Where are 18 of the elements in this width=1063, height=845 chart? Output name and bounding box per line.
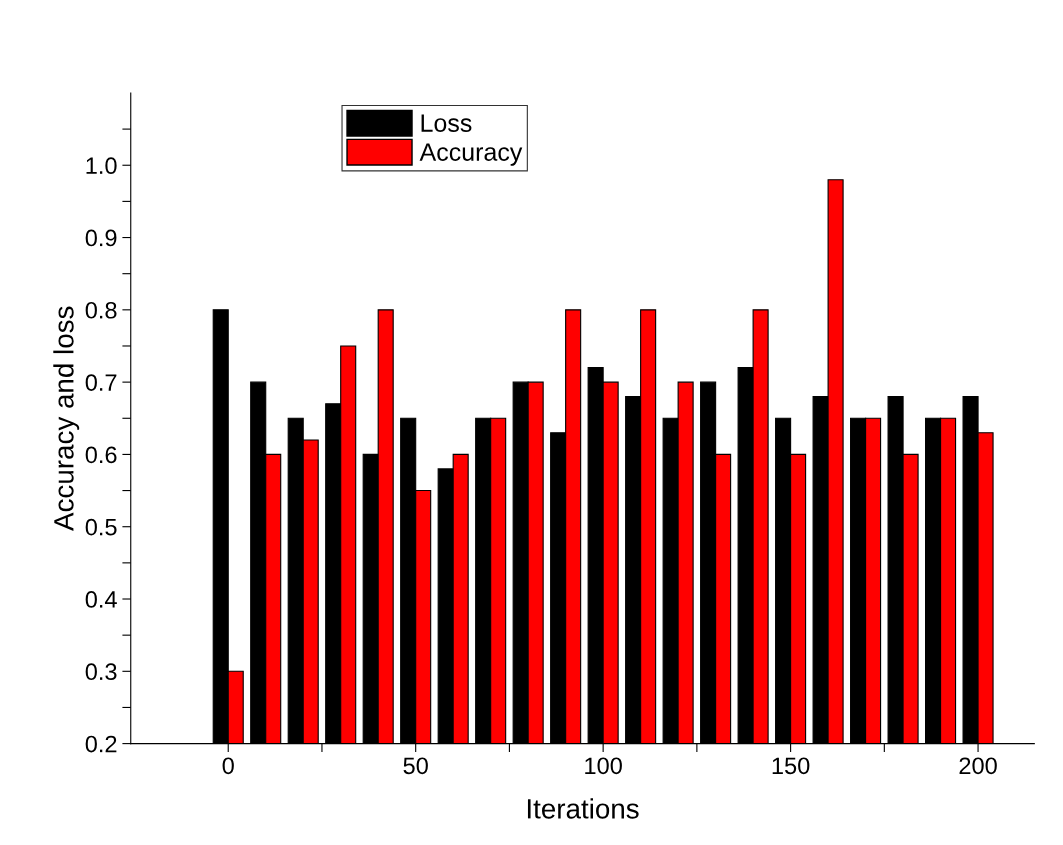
x-tick-label: 200	[959, 757, 997, 775]
y-tick-label: 0.2	[85, 735, 117, 753]
y-axis-title: Accuracy and loss	[53, 306, 80, 531]
x-tick-label: 0	[222, 757, 234, 775]
x-tick-label: 100	[585, 757, 622, 775]
y-tick-label: 0.3	[85, 663, 117, 681]
y-tick-label: 1.0	[86, 157, 117, 175]
y-tick-label: 0.8	[85, 301, 117, 319]
legend-label: Accuracy	[419, 143, 523, 166]
x-tick-label: 150	[772, 757, 810, 775]
y-tick-label: 0.9	[85, 229, 117, 247]
y-tick-label: 0.4	[85, 591, 117, 608]
y-tick-label: 0.6	[85, 446, 117, 464]
x-axis-title: Iterations	[527, 798, 639, 819]
y-tick-label: 0.7	[85, 374, 117, 391]
legend-label: Loss	[421, 114, 472, 132]
x-tick-label: 50	[403, 757, 428, 775]
y-tick-label: 0.5	[85, 518, 117, 536]
